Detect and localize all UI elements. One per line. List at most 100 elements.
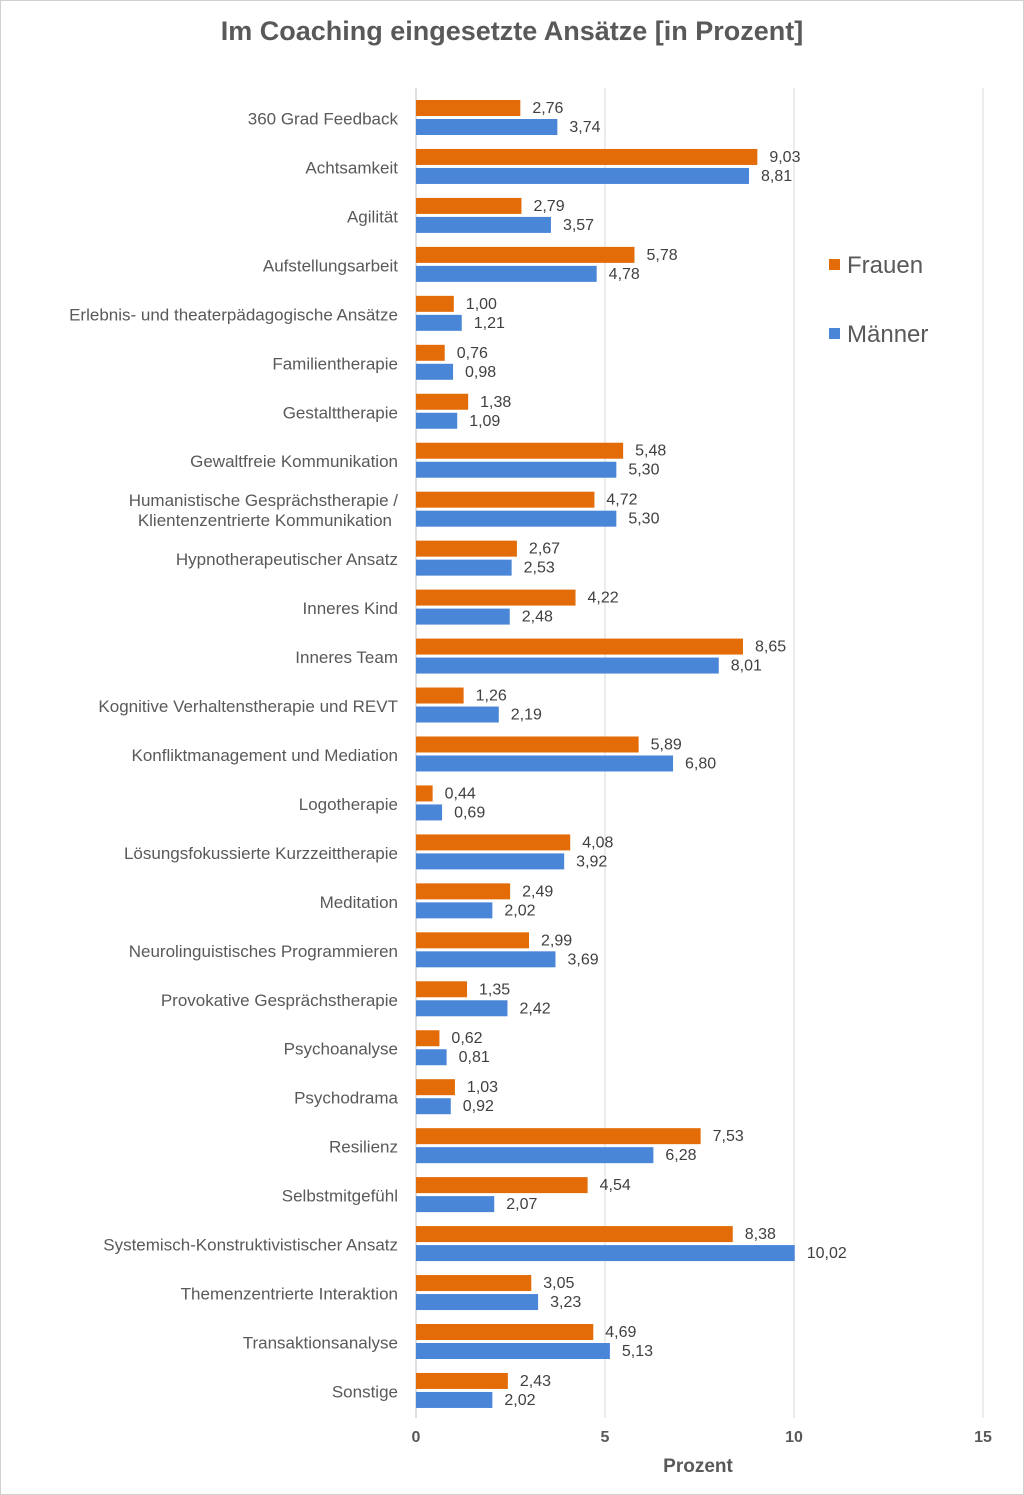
bar-maenner xyxy=(416,1245,795,1262)
data-label: 2,53 xyxy=(524,560,555,577)
bar-frauen xyxy=(416,932,530,949)
category-label: Resilienz xyxy=(329,1138,398,1157)
data-label: 4,22 xyxy=(588,590,619,607)
data-label: 4,08 xyxy=(582,834,613,851)
x-tick-label: 15 xyxy=(974,1429,992,1446)
bar-maenner xyxy=(416,1196,495,1213)
data-label: 2,76 xyxy=(532,100,563,117)
category-label: Aufstellungsarbeit xyxy=(263,256,398,275)
category-label: Neurolinguistisches Programmieren xyxy=(129,942,398,961)
data-label: 4,69 xyxy=(605,1324,636,1341)
bar-frauen xyxy=(416,442,624,459)
bar-maenner xyxy=(416,265,597,282)
legend-label: Frauen xyxy=(847,252,923,279)
bar-frauen xyxy=(416,1030,440,1047)
data-label: 3,74 xyxy=(569,119,600,136)
bar-frauen xyxy=(416,148,758,165)
data-label: 5,13 xyxy=(622,1343,653,1360)
bar-maenner xyxy=(416,1000,508,1017)
data-label: 1,35 xyxy=(479,981,510,998)
data-label: 6,28 xyxy=(665,1147,696,1164)
bar-maenner xyxy=(416,1049,447,1066)
category-label: Erlebnis- und theaterpädagogische Ansätz… xyxy=(69,305,398,324)
bar-maenner xyxy=(416,608,510,625)
x-tick-label: 0 xyxy=(412,1429,421,1446)
data-label: 3,92 xyxy=(576,853,607,870)
category-label: Transaktionsanalyse xyxy=(243,1334,398,1353)
x-axis-label: Prozent xyxy=(663,1456,733,1477)
category-label: Inneres Kind xyxy=(303,599,398,618)
category-label: Gestalttherapie xyxy=(283,403,398,422)
category-label: Meditation xyxy=(320,893,398,912)
data-label: 3,57 xyxy=(563,217,594,234)
category-label: Agilität xyxy=(347,207,398,226)
data-label: 3,69 xyxy=(567,951,598,968)
category-label: 360 Grad Feedback xyxy=(248,110,399,129)
data-label: 0,69 xyxy=(454,804,485,821)
category-label: Konfliktmanagement und Mediation xyxy=(132,746,399,765)
bar-frauen xyxy=(416,540,517,557)
bar-frauen xyxy=(416,393,469,410)
data-label: 6,80 xyxy=(685,755,716,772)
bar-frauen xyxy=(416,344,445,361)
data-label: 5,48 xyxy=(635,443,666,460)
data-label: 3,05 xyxy=(543,1275,574,1292)
bar-frauen xyxy=(416,1275,532,1292)
data-label: 0,62 xyxy=(451,1030,482,1047)
data-label: 1,00 xyxy=(466,296,497,313)
bar-maenner xyxy=(416,804,443,821)
data-label: 2,43 xyxy=(520,1373,551,1390)
legend-swatch xyxy=(829,259,840,270)
bar-frauen xyxy=(416,491,595,508)
category-label: Psychodrama xyxy=(294,1089,398,1108)
data-label: 1,26 xyxy=(476,688,507,705)
bar-frauen xyxy=(416,981,468,998)
category-label: Humanistische Gesprächstherapie / Kliente… xyxy=(129,491,399,530)
x-tick-label: 5 xyxy=(601,1429,610,1446)
bar-maenner xyxy=(416,1391,493,1408)
bar-frauen xyxy=(416,589,576,606)
category-label: Sonstige xyxy=(332,1382,398,1401)
data-label: 4,72 xyxy=(606,492,637,509)
data-label: 8,65 xyxy=(755,639,786,656)
bar-frauen xyxy=(416,1079,455,1096)
data-label: 2,42 xyxy=(519,1000,550,1017)
bar-maenner xyxy=(416,706,499,723)
legend-swatch xyxy=(829,328,840,339)
data-label: 0,98 xyxy=(465,364,496,381)
data-label: 8,01 xyxy=(731,658,762,675)
bar-frauen xyxy=(416,1226,733,1243)
bar-maenner xyxy=(416,363,454,380)
category-label: Hypnotherapeutischer Ansatz xyxy=(176,550,398,569)
category-label: Psychoanalyse xyxy=(284,1040,398,1059)
data-label: 1,21 xyxy=(474,315,505,332)
bar-maenner xyxy=(416,119,558,135)
data-label: 5,30 xyxy=(628,462,659,479)
chart-title: Im Coaching eingesetzte Ansätze [in Proz… xyxy=(220,16,804,46)
category-label: Selbstmitgefühl xyxy=(282,1187,398,1206)
data-label: 2,48 xyxy=(522,609,553,626)
category-label: Logotherapie xyxy=(299,795,398,814)
bar-maenner xyxy=(416,559,512,576)
category-label: Inneres Team xyxy=(295,648,398,667)
bar-maenner xyxy=(416,1098,451,1115)
bar-frauen xyxy=(416,785,433,802)
data-label: 0,76 xyxy=(457,345,488,362)
data-label: 2,19 xyxy=(511,707,542,724)
category-label: Provokative Gesprächstherapie xyxy=(161,991,398,1010)
bar-maenner xyxy=(416,1147,654,1164)
data-label: 2,79 xyxy=(533,198,564,215)
data-label: 7,53 xyxy=(713,1128,744,1145)
data-label: 9,03 xyxy=(769,149,800,166)
data-label: 2,07 xyxy=(506,1196,537,1213)
legend-label: Männer xyxy=(847,321,928,348)
bar-frauen xyxy=(416,834,571,851)
bar-frauen xyxy=(416,883,511,900)
bar-frauen xyxy=(416,1372,508,1389)
data-label: 1,03 xyxy=(467,1079,498,1096)
data-label: 4,78 xyxy=(609,266,640,283)
data-label: 5,89 xyxy=(651,736,682,753)
bar-maenner xyxy=(416,216,551,233)
category-label: Themenzentrierte Interaktion xyxy=(181,1285,398,1304)
bar-frauen xyxy=(416,1324,594,1340)
